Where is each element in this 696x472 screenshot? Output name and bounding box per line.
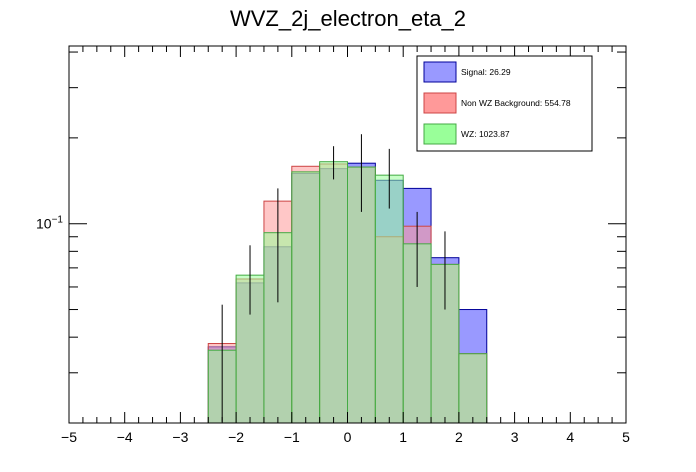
legend-label-signal: Signal: 26.29	[461, 67, 511, 77]
bar-wz-6	[374, 174, 404, 424]
x-tick-label: 3	[511, 429, 519, 445]
bar-wz-3	[291, 171, 321, 424]
x-tick-label: −3	[172, 429, 188, 445]
y-axis: 10−1	[36, 51, 626, 374]
legend-label-non-wz-background: Non WZ Background: 554.78	[461, 98, 571, 108]
legend: Signal: 26.29 Non WZ Background: 554.78 WZ…	[416, 55, 593, 152]
x-tick-label: −1	[284, 429, 300, 445]
bar-wz-4	[319, 161, 348, 424]
x-tick-label: 1	[399, 429, 407, 445]
x-tick-label: 0	[344, 429, 352, 445]
error-bars	[221, 134, 446, 422]
x-tick-label: −4	[117, 429, 133, 445]
x-tick-label: 5	[622, 429, 630, 445]
legend-swatch-wz	[423, 123, 457, 145]
x-tick-label: 2	[455, 429, 463, 445]
x-axis: −5 −4 −3 −2 −1 0 1 2 3 4 5	[61, 46, 630, 445]
chart-title: WVZ_2j_electron_eta_2	[230, 6, 466, 31]
bar-wz-9	[458, 353, 488, 424]
x-tick-label: −2	[228, 429, 244, 445]
legend-swatch-non-wz-background	[423, 92, 457, 114]
legend-label-wz: WZ: 1023.87	[461, 129, 510, 139]
y-tick-label: 10−1	[36, 215, 63, 232]
x-tick-label: 4	[566, 429, 574, 445]
legend-swatch-signal	[423, 61, 457, 83]
x-tick-label: −5	[61, 429, 77, 445]
